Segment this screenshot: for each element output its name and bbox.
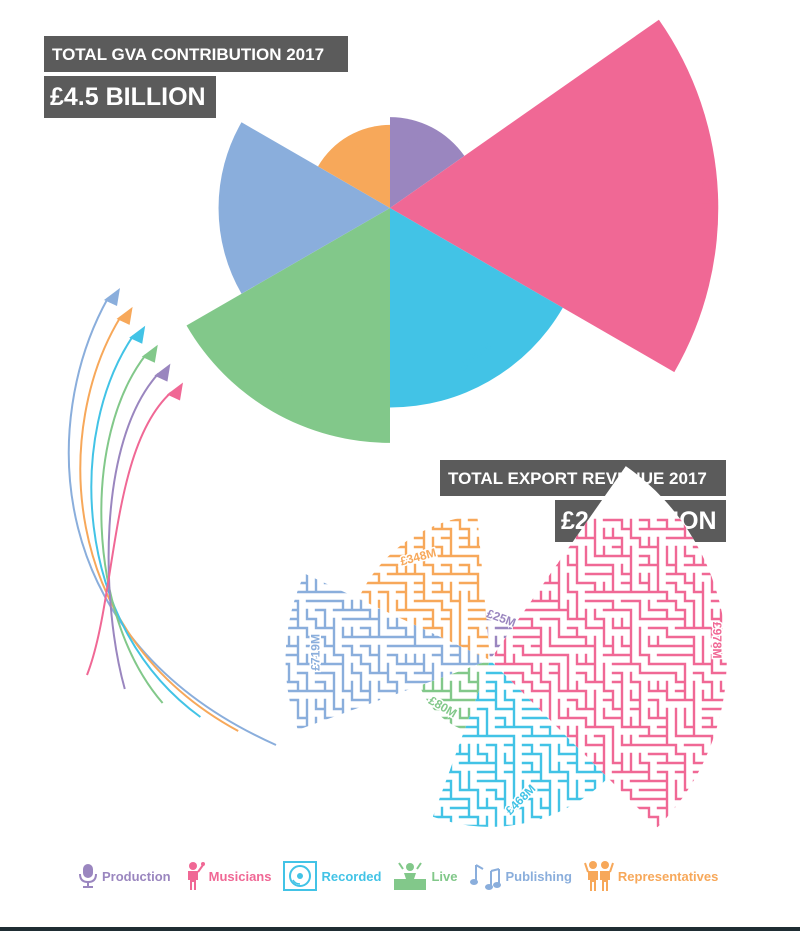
gva-slice-representatives (318, 124, 390, 208)
export-slice-publishing (285, 573, 490, 730)
dj-icon (394, 862, 427, 890)
gva-label-production: £122M (406, 134, 443, 148)
gva-label-musicians: £2 BN (699, 177, 713, 211)
cd-icon (283, 861, 318, 891)
legend-label-musicians: Musicians (208, 868, 272, 884)
gva-slice-live (186, 208, 390, 443)
gva-label-representatives: £99M (342, 143, 372, 157)
arrowhead-icon (141, 344, 158, 363)
legend-label-representatives: Representatives (617, 868, 719, 884)
arrowhead-icon (154, 363, 171, 382)
gva-chart: £122M£2 BN£700M£991M£505M£99M (186, 19, 719, 443)
arrow-curve (90, 335, 201, 718)
gva-slice-production (390, 117, 465, 208)
legend-label-publishing: Publishing (505, 868, 572, 884)
legend-item-recorded: Recorded (283, 861, 381, 891)
export-label-musicians: £978M (710, 622, 724, 659)
arrowhead-icon (129, 325, 146, 344)
arrow-curve (86, 391, 172, 676)
legend-item-live: Live (393, 861, 457, 891)
legend: Production Musicians Recorded Live (78, 860, 718, 892)
people-icon (583, 861, 614, 891)
gva-slice-recorded (390, 208, 563, 408)
gva-chart-total: £4.5 BILLION (44, 76, 216, 118)
export-chart-title: TOTAL EXPORT REVENUE 2017 (440, 460, 726, 496)
arrowhead-icon (104, 288, 120, 306)
export-chart: £25M£978M£468M£80M£719M£348M (285, 466, 727, 828)
legend-item-musicians: Musicians (183, 861, 272, 891)
footer-bar (0, 927, 800, 931)
export-slice-recorded (432, 660, 608, 827)
export-label-publishing: £719M (309, 634, 323, 671)
legend-label-recorded: Recorded (321, 868, 382, 884)
legend-label-live: Live (431, 868, 458, 884)
arrowhead-icon (116, 306, 133, 325)
connecting-arrows (67, 288, 277, 746)
music-notes-icon (470, 864, 502, 890)
export-slice-production (486, 613, 517, 660)
legend-item-representatives: Representatives (583, 860, 719, 892)
gva-slice-publishing (218, 122, 390, 294)
microphone-icon (79, 864, 97, 888)
legend-item-publishing: Publishing (469, 861, 572, 891)
gva-label-publishing: £505M (236, 190, 250, 227)
arrow-curve (79, 316, 239, 732)
arrow-curve (107, 372, 160, 690)
arrow-curve (100, 354, 164, 704)
export-slice-live (419, 660, 490, 731)
gva-slice-musicians (390, 19, 719, 373)
singer-icon (187, 862, 205, 890)
legend-label-production: Production (102, 868, 171, 884)
arrowhead-icon (167, 382, 183, 401)
legend-item-production: Production (78, 863, 171, 889)
gva-chart-title: TOTAL GVA CONTRIBUTION 2017 (44, 36, 348, 72)
arrow-curve (67, 297, 277, 746)
